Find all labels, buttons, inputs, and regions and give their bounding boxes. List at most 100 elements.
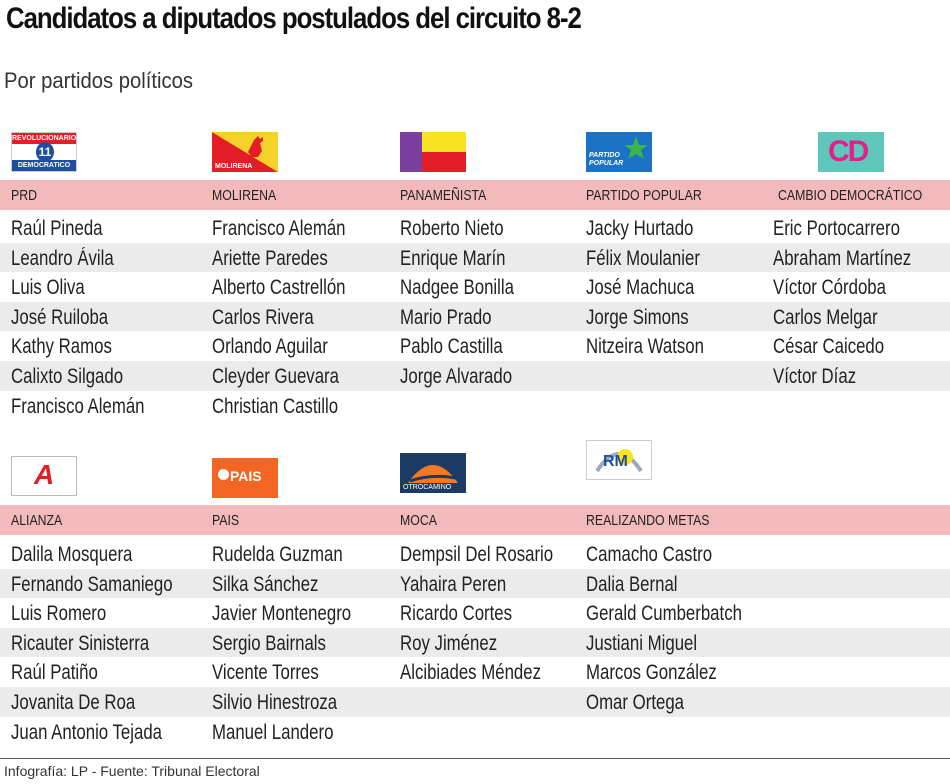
table-row: José Ruiloba Carlos Rivera Mario Prado J… [0, 301, 950, 332]
rm-logo-text: RM [603, 453, 628, 470]
candidate-name: Manuel Landero [212, 720, 334, 744]
candidate-name: Ricauter Sinisterra [11, 631, 150, 655]
table-row: Ricauter Sinisterra Sergio Bairnals Roy … [0, 627, 950, 658]
candidate-name: Roy Jiménez [400, 631, 498, 655]
candidate-name: Orlando Aguilar [212, 335, 328, 359]
prd-logo-number: 11 [36, 142, 54, 162]
table-row: Fernando Samaniego Silka Sánchez Yahaira… [0, 568, 950, 599]
table-row: Francisco Alemán Christian Castillo [0, 391, 950, 421]
footer-divider [0, 758, 950, 759]
candidate-name: César Caicedo [773, 335, 885, 359]
prd-logo: REVOLUCIONARIO 11 DEMOCRATICO [11, 132, 77, 172]
pais-logo: PAIS [212, 458, 278, 498]
candidate-name: Carlos Rivera [212, 305, 314, 329]
candidate-name: Dalila Mosquera [11, 543, 133, 566]
table-row: Kathy Ramos Orlando Aguilar Pablo Castil… [0, 331, 950, 361]
footer-credit: Infografía: LP - Fuente: Tribunal Electo… [4, 763, 260, 779]
party-name-molirena: MOLIRENA [212, 187, 277, 204]
candidate-name: Dempsil Del Rosario [400, 543, 554, 566]
candidate-name: Carlos Melgar [773, 305, 878, 329]
candidate-name: Calixto Silgado [11, 364, 124, 388]
party-name-partido-popular: PARTIDO POPULAR [586, 187, 702, 204]
logo-row: REVOLUCIONARIO 11 DEMOCRATICO MOLIRENA P… [0, 132, 950, 180]
candidate-name: Javier Montenegro [212, 602, 352, 626]
table-row: Leandro Ávila Ariette Paredes Enrique Ma… [0, 242, 950, 273]
candidate-name: Silvio Hinestroza [212, 690, 338, 714]
candidate-name: Silka Sánchez [212, 572, 319, 596]
table-row: Raúl Patiño Vicente Torres Alcibiades Mé… [0, 657, 950, 687]
otro-camino-logo-text: OTROCAMINO [403, 484, 452, 491]
table-row: Calixto Silgado Cleyder Guevara Jorge Al… [0, 360, 950, 391]
party-name-prd: PRD [11, 187, 37, 204]
candidate-name: Raúl Patiño [11, 661, 98, 685]
partido-popular-logo-text: PARTIDO POPULAR [589, 152, 624, 167]
alianza-logo: A [11, 456, 77, 496]
candidate-name: Pablo Castilla [400, 335, 503, 359]
rm-logo: RM [586, 440, 652, 480]
candidate-name: Jacky Hurtado [586, 217, 694, 240]
prd-logo-top-text: REVOLUCIONARIO [12, 133, 77, 144]
candidate-name: Alberto Castrellón [212, 276, 346, 300]
candidate-name: Luis Romero [11, 602, 107, 626]
cd-logo-text: CD [828, 135, 869, 168]
candidate-name: Gerald Cumberbatch [586, 602, 742, 626]
candidate-name: Sergio Bairnals [212, 631, 326, 655]
candidate-name: Marcos González [586, 661, 717, 685]
candidate-name: Cleyder Guevara [212, 364, 339, 388]
candidate-name: Dalia Bernal [586, 572, 678, 596]
panamenista-flag-icon [400, 132, 466, 172]
candidate-name: Rudelda Guzman [212, 543, 343, 566]
table-row: Dalila Mosquera Rudelda Guzman Dempsil D… [0, 539, 950, 569]
table-row: Raúl Pineda Francisco Alemán Roberto Nie… [0, 213, 950, 243]
candidate-name: Nitzeira Watson [586, 335, 704, 359]
partido-popular-star-logo: PARTIDO POPULAR [586, 132, 652, 172]
candidate-name: Luis Oliva [11, 276, 85, 300]
panamenista-flag-logo [400, 132, 466, 172]
candidate-name: Félix Moulanier [586, 246, 700, 270]
page-title: Candidatos a diputados postulados del ci… [6, 2, 582, 35]
candidate-name: Eric Portocarrero [773, 217, 900, 240]
party-name-pais: PAIS [212, 512, 240, 529]
candidate-name: Jorge Simons [586, 305, 689, 329]
candidate-name: Leandro Ávila [11, 246, 114, 270]
pais-sun-icon [218, 469, 229, 480]
candidate-name: Abraham Martínez [773, 246, 912, 270]
candidate-name: Francisco Alemán [11, 394, 145, 418]
candidate-name: Justiani Miguel [586, 631, 698, 655]
table-row: Luis Oliva Alberto Castrellón Nadgee Bon… [0, 272, 950, 302]
candidate-name: José Machuca [586, 276, 695, 300]
candidate-name: Jorge Alvarado [400, 364, 513, 388]
candidate-name: Ariette Paredes [212, 246, 328, 270]
candidate-name: Enrique Marín [400, 246, 506, 270]
candidate-name: Ricardo Cortes [400, 602, 513, 626]
party-name-moca: MOCA [400, 512, 437, 529]
cd-logo: CD [818, 132, 884, 172]
candidate-name: Kathy Ramos [11, 335, 112, 359]
rm-arc-icon [595, 449, 643, 473]
candidate-name: Nadgee Bonilla [400, 276, 514, 300]
candidate-name: Víctor Córdoba [773, 276, 886, 300]
candidate-name: Mario Prado [400, 305, 492, 329]
party-header-band: PRD MOLIRENA PANAMEÑISTA PARTIDO POPULAR… [0, 180, 950, 210]
table-row: Luis Romero Javier Montenegro Ricardo Co… [0, 598, 950, 628]
candidate-name: Vicente Torres [212, 661, 319, 685]
party-name-cambio-democratico: CAMBIO DEMOCRÁTICO [778, 187, 923, 204]
candidate-name: Raúl Pineda [11, 217, 103, 240]
candidate-table: Dalila Mosquera Rudelda Guzman Dempsil D… [0, 539, 950, 746]
party-name-alianza: ALIANZA [11, 512, 63, 529]
molirena-rooster-logo: MOLIRENA [212, 132, 278, 172]
candidate-name: Alcibiades Méndez [400, 661, 542, 685]
candidate-name: Juan Antonio Tejada [11, 720, 163, 744]
section-top: REVOLUCIONARIO 11 DEMOCRATICO MOLIRENA P… [0, 132, 950, 420]
candidate-name: Roberto Nieto [400, 217, 504, 240]
candidate-name: Omar Ortega [586, 690, 685, 714]
candidate-name: Christian Castillo [212, 394, 339, 418]
candidate-name: Jovanita De Roa [11, 690, 136, 714]
logo-row: A PAIS OTROCAMINO RM [0, 440, 950, 505]
party-header-band: ALIANZA PAIS MOCA REALIZANDO METAS [0, 505, 950, 535]
pais-logo-text: PAIS [230, 468, 262, 484]
molirena-logo-text: MOLIRENA [215, 163, 253, 170]
candidate-name: Víctor Díaz [773, 364, 857, 388]
star-icon [624, 136, 648, 159]
candidate-name: José Ruiloba [11, 305, 109, 329]
